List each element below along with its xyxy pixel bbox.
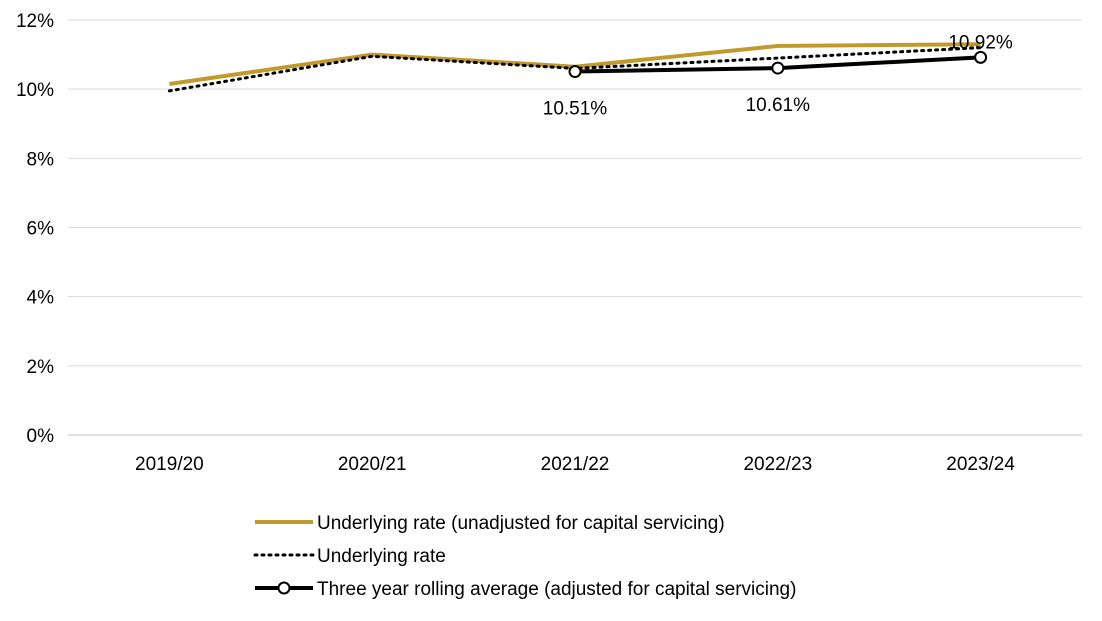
series-3-marker	[771, 61, 785, 75]
gridlines	[68, 19, 1082, 436]
y-tick-label: 2%	[27, 357, 55, 378]
legend-label-3: Three year rolling average (adjusted for…	[317, 579, 796, 600]
y-tick-label: 8%	[27, 149, 55, 170]
y-tick-label: 6%	[27, 219, 55, 240]
x-axis-ticks: 2019/20 2020/21 2021/22 2022/23 2023/24	[135, 454, 1015, 475]
data-labels: 10.51% 10.61% 10.92%	[543, 32, 1013, 119]
legend-marker	[277, 581, 291, 595]
series-lines	[167, 42, 988, 93]
x-tick-label: 2020/21	[338, 454, 407, 475]
y-axis-ticks: 0% 2% 4% 6% 8% 10% 12%	[16, 11, 54, 447]
legend-label-2: Underlying rate	[317, 546, 446, 567]
series-3-marker	[568, 65, 582, 79]
legend: Underlying rate (unadjusted for capital …	[253, 513, 796, 600]
y-tick-label: 12%	[16, 11, 54, 32]
data-label: 10.61%	[746, 95, 811, 116]
y-tick-label: 10%	[16, 80, 54, 101]
data-label: 10.92%	[948, 32, 1013, 53]
data-label: 10.51%	[543, 99, 608, 120]
y-tick-label: 0%	[27, 426, 55, 447]
y-tick-label: 4%	[27, 288, 55, 309]
x-tick-label: 2019/20	[135, 454, 204, 475]
x-tick-label: 2021/22	[541, 454, 610, 475]
legend-label-1: Underlying rate (unadjusted for capital …	[317, 513, 725, 534]
x-tick-label: 2023/24	[946, 454, 1015, 475]
x-tick-label: 2022/23	[743, 454, 812, 475]
series-3-marker	[974, 50, 988, 64]
